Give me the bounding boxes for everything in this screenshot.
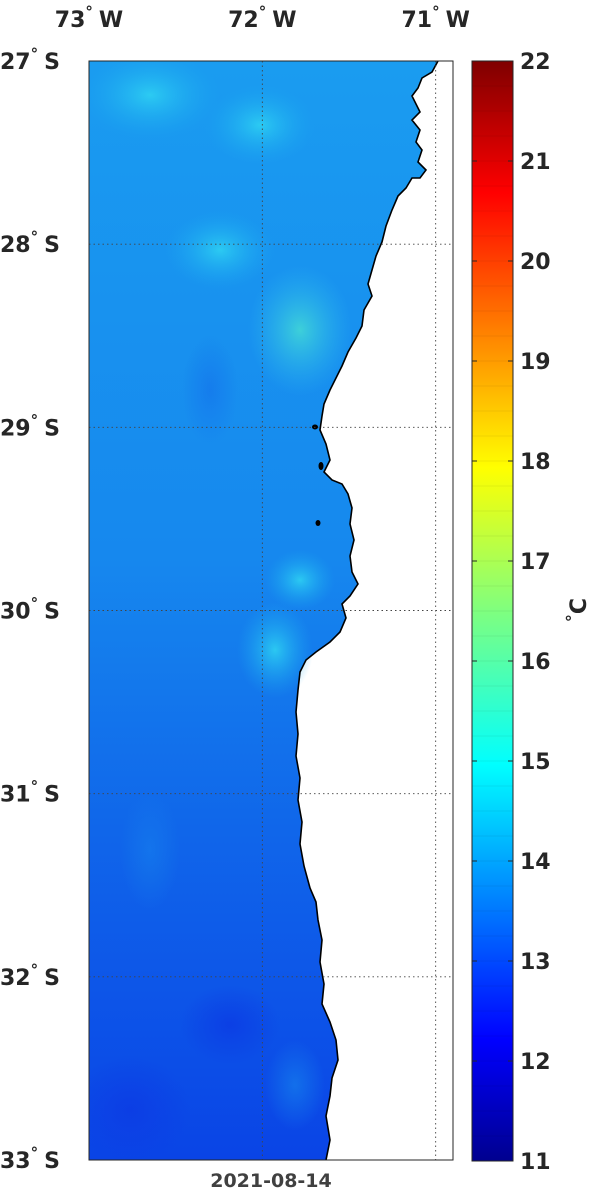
latitude-label-symbol: °: [31, 778, 39, 796]
latitude-label-hemisphere: S: [44, 1149, 60, 1174]
latitude-label-32: 32° S: [0, 961, 60, 991]
colorbar-tick-label-22: 22: [520, 50, 551, 75]
colorbar: 22 21 20 19 18 17 16 15 14 13 12 11 °C: [471, 50, 592, 1175]
latitude-label-degree: 30: [0, 600, 31, 625]
latitude-label-degree: 27: [0, 50, 31, 75]
colorbar-tick-label-14: 14: [520, 850, 551, 875]
colorbar-tick-label-12: 12: [520, 1050, 551, 1075]
longitude-label-symbol: °: [85, 3, 93, 21]
cool-patch-32-5: [180, 985, 280, 1065]
island-3: [315, 520, 321, 526]
colorbar-tick-label-13: 13: [520, 950, 551, 975]
latitude-label-degree: 28: [0, 233, 31, 258]
warm-patch-north: [89, 61, 220, 140]
sea-surface-temperature-field: [89, 61, 438, 1160]
latitude-label-symbol: °: [31, 411, 39, 429]
longitude-label-hemisphere: W: [272, 8, 296, 33]
warm-patch-coastal-28: [165, 210, 275, 290]
latitude-label-hemisphere: S: [44, 600, 60, 625]
latitude-label-symbol: °: [31, 1144, 39, 1162]
colorbar-ramp: [472, 61, 513, 1161]
latitude-label-symbol: °: [31, 961, 39, 979]
longitude-label-degree: 71: [401, 8, 432, 33]
warm-patch-northeast: [205, 85, 315, 165]
latitude-label-degree: 31: [0, 783, 31, 808]
longitude-label-symbol: °: [432, 3, 440, 21]
coastline: [295, 61, 439, 1160]
colorbar-tick-label-21: 21: [520, 150, 551, 175]
longitude-label-72: 72° W: [228, 3, 296, 33]
svg-text:°C: °C: [563, 598, 592, 622]
latitude-label-hemisphere: S: [44, 783, 60, 808]
colorbar-tick-label-19: 19: [520, 350, 551, 375]
latitude-label-30: 30° S: [0, 595, 60, 625]
latitude-label-29: 29° S: [0, 411, 60, 441]
warm-patch-coastal-30: [237, 602, 313, 698]
map-gridlines: [89, 61, 453, 1160]
latitude-axis-labels: 27° S28° S29° S30° S31° S32° S33° S: [0, 45, 60, 1174]
colorbar-tick-label-15: 15: [520, 750, 551, 775]
map-frame: [88, 60, 454, 1161]
latitude-label-symbol: °: [31, 595, 39, 613]
colorbar-tick-labels: 22 21 20 19 18 17 16 15 14 13 12 11: [472, 50, 551, 1175]
colorbar-bands: [472, 85, 513, 1137]
temperature-anomalies: [89, 61, 352, 1160]
longitude-label-degree: 73: [55, 8, 86, 33]
latitude-label-symbol: °: [31, 228, 39, 246]
longitude-label-degree: 72: [228, 8, 259, 33]
colorbar-tick-label-20: 20: [520, 250, 551, 275]
longitude-label-symbol: °: [259, 3, 267, 21]
map-date-label: 2021-08-14: [210, 1170, 332, 1188]
colorbar-tick-label-11: 11: [520, 1150, 551, 1175]
colorbar-unit-letter: C: [567, 598, 592, 614]
longitude-label-hemisphere: W: [99, 8, 123, 33]
colorbar-unit-label: °C: [563, 598, 592, 622]
longitude-axis-labels: 73° W 72° W 71° W: [55, 3, 470, 33]
longitude-label-71: 71° W: [401, 3, 469, 33]
latitude-label-symbol: °: [31, 45, 39, 63]
warm-patch-coastal-28-5: [248, 265, 352, 395]
colorbar-unit-degree: °: [563, 614, 582, 622]
latitude-label-degree: 32: [0, 966, 31, 991]
warm-patch-29-5: [265, 550, 335, 610]
cool-patch-28-5-offshore: [182, 335, 238, 445]
colorbar-tick-label-18: 18: [520, 450, 551, 475]
longitude-label-hemisphere: W: [446, 8, 470, 33]
latitude-label-28: 28° S: [0, 228, 60, 258]
island-2: [318, 462, 324, 470]
map-plot-area: [89, 61, 453, 1160]
latitude-label-31: 31° S: [0, 778, 60, 808]
latitude-label-degree: 33: [0, 1149, 31, 1174]
latitude-label-degree: 29: [0, 416, 31, 441]
cool-patch-31-5: [120, 790, 180, 910]
colorbar-tick-label-16: 16: [520, 650, 551, 675]
longitude-label-73: 73° W: [55, 3, 123, 33]
latitude-label-hemisphere: S: [44, 966, 60, 991]
colorbar-frame: [471, 60, 514, 1162]
latitude-label-hemisphere: S: [44, 416, 60, 441]
cool-patch-southwest: [89, 1055, 190, 1160]
colorbar-tick-label-17: 17: [520, 550, 551, 575]
latitude-label-33: 33° S: [0, 1144, 60, 1174]
latitude-label-hemisphere: S: [44, 50, 60, 75]
warm-patch-32-8: [265, 1040, 325, 1130]
latitude-label-hemisphere: S: [44, 233, 60, 258]
latitude-label-27: 27° S: [0, 45, 60, 75]
